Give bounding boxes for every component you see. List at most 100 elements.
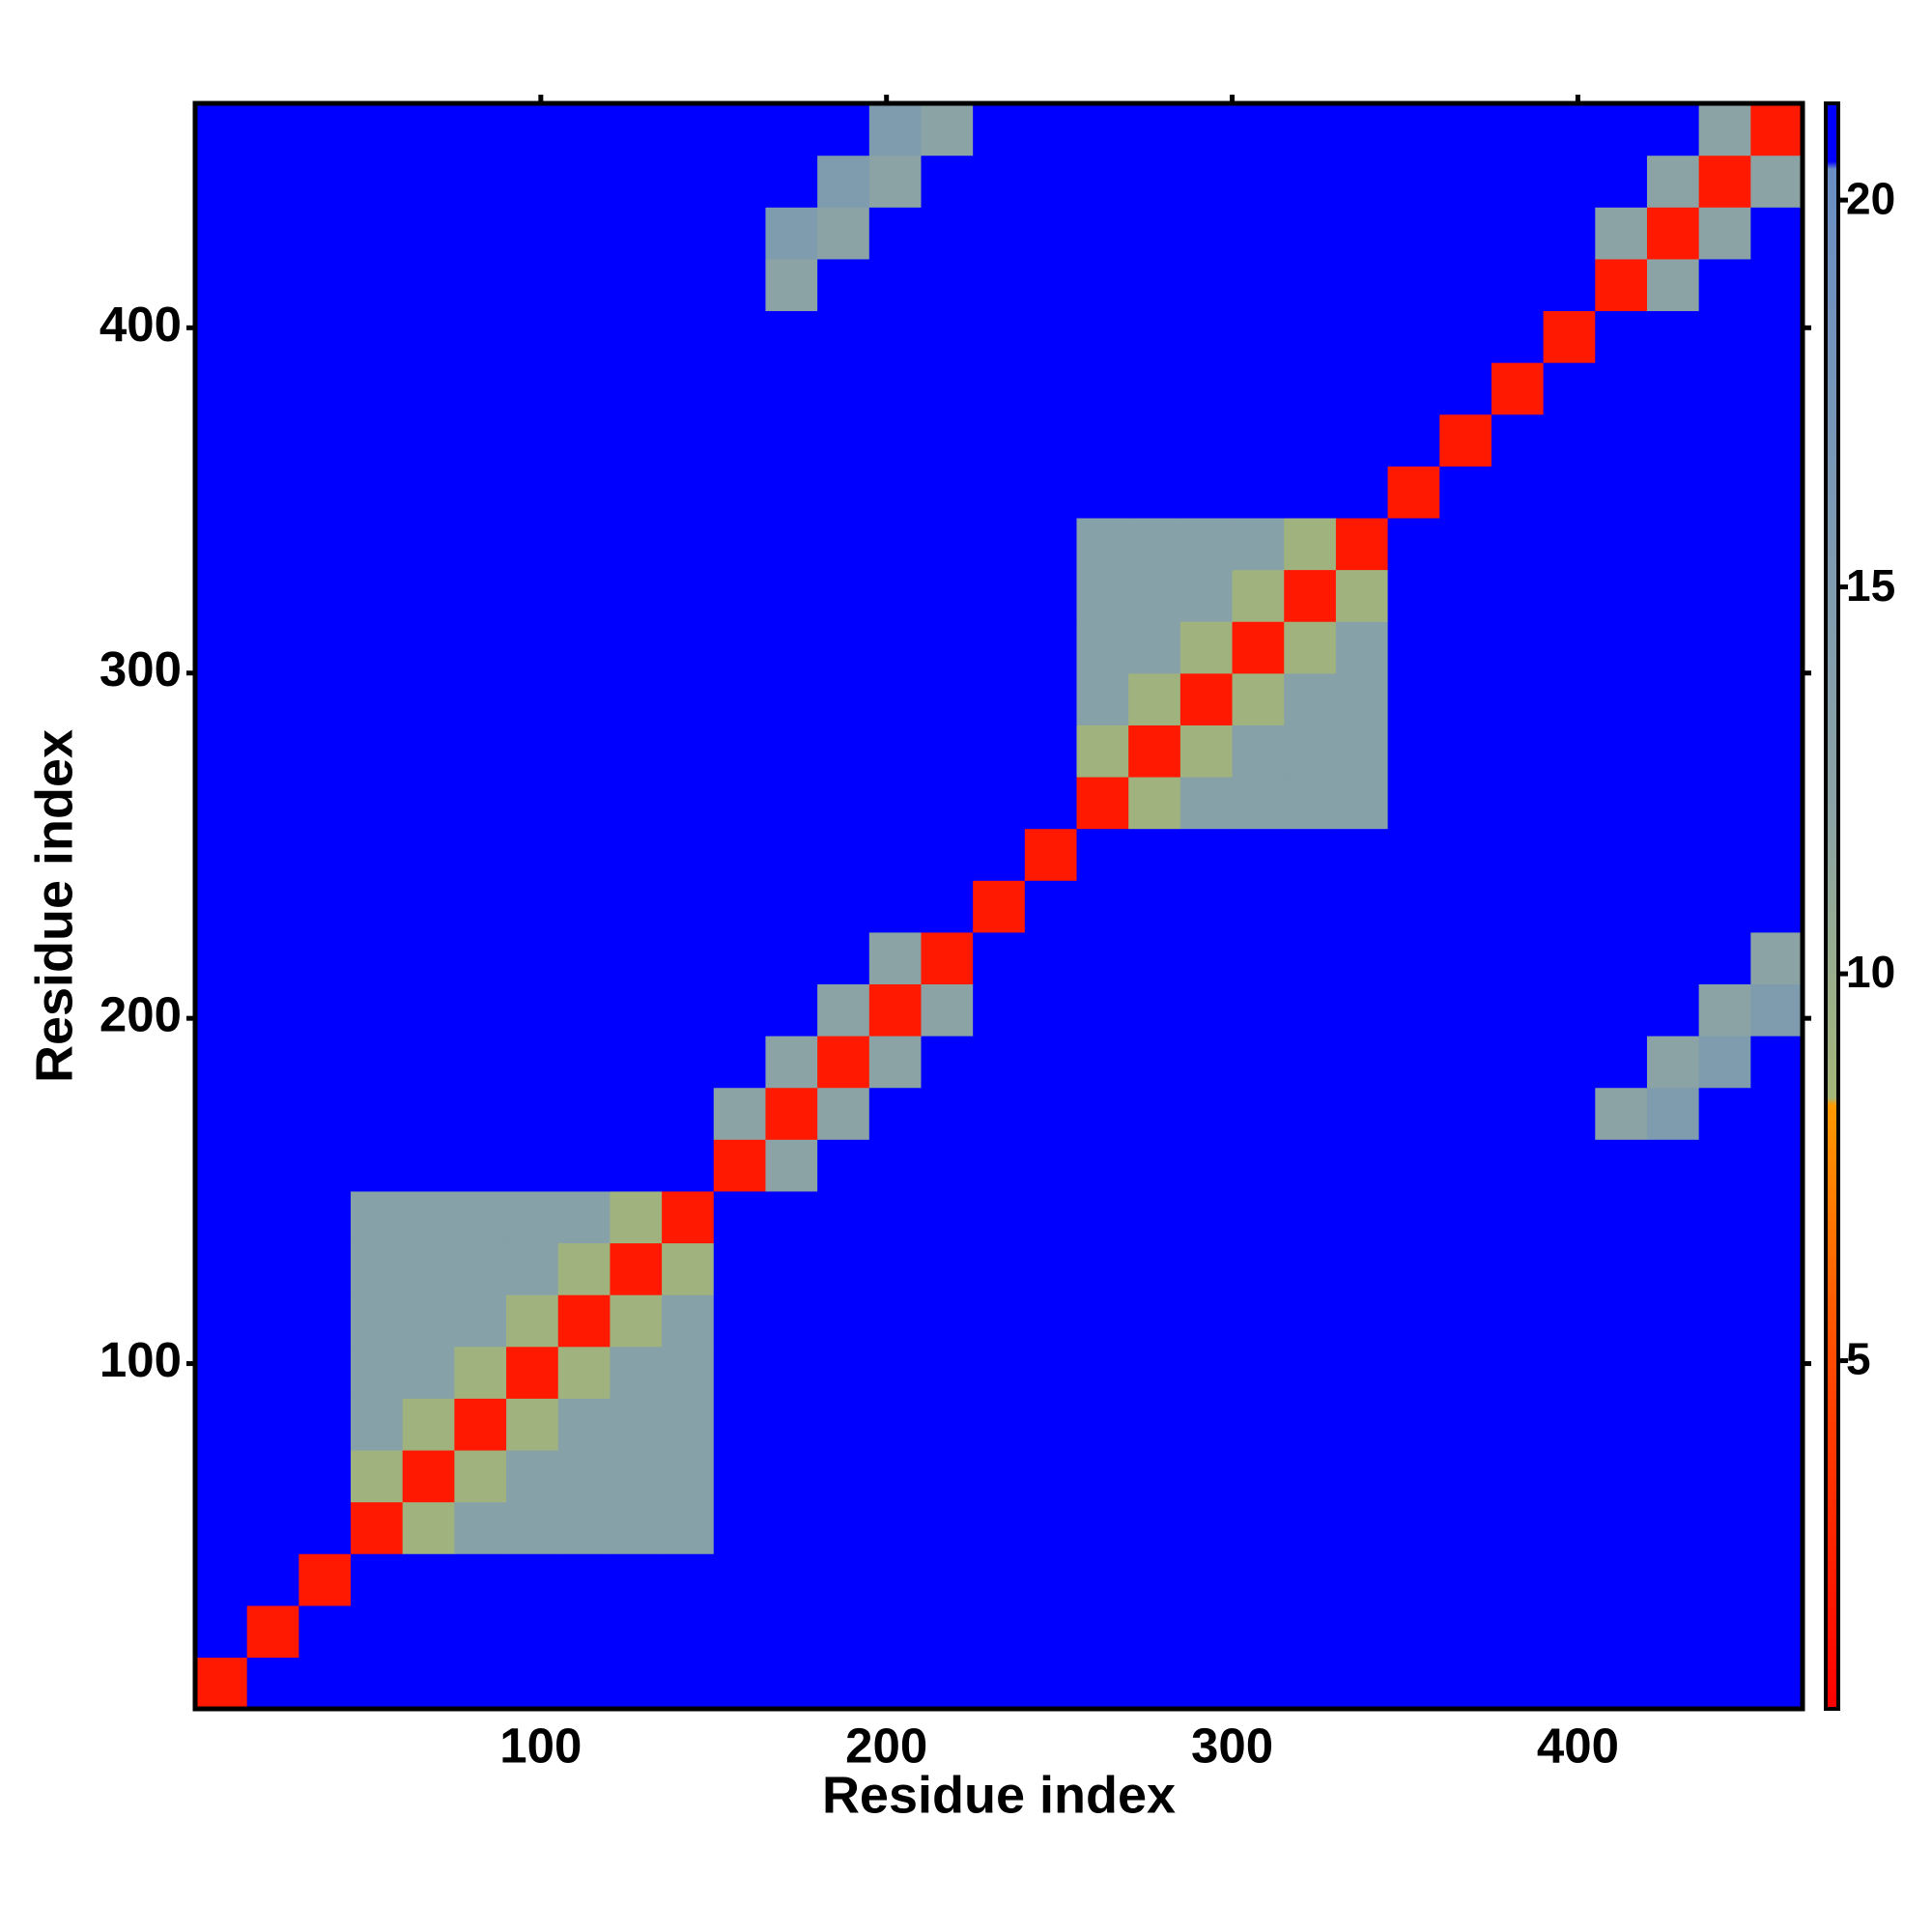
heatmap-cell	[1128, 776, 1181, 830]
heatmap-cell	[506, 1346, 559, 1399]
heatmap-cell	[195, 776, 248, 830]
heatmap-cell	[195, 1398, 248, 1451]
heatmap-cell	[817, 258, 870, 312]
heatmap-cell	[1491, 1190, 1545, 1244]
heatmap-cell	[1491, 1139, 1545, 1192]
heatmap-cell	[868, 1501, 923, 1554]
heatmap-cell	[1387, 1087, 1440, 1140]
heatmap-cell	[1698, 1657, 1751, 1710]
heatmap-cell	[973, 1139, 1026, 1192]
heatmap-cell	[246, 1501, 299, 1554]
heatmap-cell	[1387, 1657, 1440, 1710]
heatmap-cell	[506, 724, 559, 778]
heatmap-cell	[454, 931, 507, 985]
heatmap-cell	[973, 362, 1026, 415]
heatmap-cell	[868, 258, 923, 312]
heatmap-cell	[1543, 672, 1596, 725]
heatmap-cell	[1750, 310, 1804, 363]
heatmap-cell	[557, 1139, 611, 1192]
heatmap-cell	[1076, 776, 1129, 830]
heatmap-cell	[1543, 828, 1596, 881]
heatmap-cell	[1232, 310, 1285, 363]
heatmap-cell	[402, 672, 455, 725]
heatmap-cell	[713, 1242, 767, 1295]
heatmap-cell	[298, 1242, 352, 1295]
heatmap-cell	[1024, 1657, 1078, 1710]
heatmap-cell	[246, 258, 299, 312]
heatmap-cell	[1543, 1242, 1596, 1295]
heatmap-cell	[662, 103, 715, 156]
heatmap-cell	[402, 931, 455, 985]
heatmap-cell	[1439, 1605, 1492, 1658]
heatmap-cell	[1284, 155, 1337, 208]
heatmap-cell	[765, 466, 818, 519]
heatmap-cell	[1335, 621, 1389, 674]
heatmap-cell	[1491, 155, 1545, 208]
heatmap-cell	[765, 880, 818, 933]
heatmap-cell	[1076, 155, 1129, 208]
heatmap-cell	[868, 466, 923, 519]
heatmap-cell	[1595, 1449, 1648, 1503]
heatmap-cell	[1284, 828, 1337, 881]
heatmap-cell	[402, 310, 455, 363]
heatmap-cell	[713, 672, 767, 725]
heatmap-cell	[868, 776, 923, 830]
heatmap-cell	[1024, 310, 1078, 363]
heatmap-cell	[298, 1501, 352, 1554]
heatmap-cell	[1439, 155, 1492, 208]
heatmap-cell	[1024, 828, 1078, 881]
heatmap-cell	[921, 1036, 974, 1089]
heatmap-cell	[351, 517, 404, 571]
heatmap-cell	[402, 413, 455, 467]
heatmap-cell	[1179, 1139, 1234, 1192]
heatmap-cell	[1335, 672, 1389, 725]
heatmap-cell	[921, 1190, 974, 1244]
heatmap-cell	[298, 880, 352, 933]
heatmap-cell	[921, 1501, 974, 1554]
heatmap-cell	[817, 103, 870, 156]
heatmap-cell	[973, 466, 1026, 519]
heatmap-cell	[1439, 362, 1492, 415]
heatmap-cell	[195, 1449, 248, 1503]
heatmap-cell	[1232, 1605, 1285, 1658]
heatmap-cell	[1595, 1398, 1648, 1451]
heatmap-cell	[402, 776, 455, 830]
heatmap-cell	[1439, 724, 1492, 778]
heatmap-cell	[610, 362, 663, 415]
heatmap-cell	[1698, 1139, 1751, 1192]
heatmap-cell	[713, 1501, 767, 1554]
heatmap-cell	[1698, 258, 1751, 312]
heatmap-cell	[246, 103, 299, 156]
heatmap-cell	[1076, 207, 1129, 260]
heatmap-cell	[351, 1087, 404, 1140]
heatmap-cell	[868, 1346, 923, 1399]
heatmap-cell	[402, 1087, 455, 1140]
heatmap-cell	[662, 517, 715, 571]
heatmap-cell	[454, 621, 507, 674]
heatmap-cell	[1595, 155, 1648, 208]
x-tick-label: 100	[499, 1718, 582, 1773]
heatmap-cell	[662, 880, 715, 933]
heatmap-cell	[1750, 517, 1804, 571]
heatmap-cell	[351, 931, 404, 985]
heatmap-cell	[765, 621, 818, 674]
heatmap-cell	[557, 621, 611, 674]
heatmap-cell	[817, 1553, 870, 1606]
heatmap-cell	[1232, 1190, 1285, 1244]
heatmap-cell	[1646, 207, 1700, 260]
heatmap-cell	[557, 1036, 611, 1089]
heatmap-cell	[1128, 362, 1181, 415]
heatmap-cell	[1387, 1294, 1440, 1348]
heatmap-cell	[1284, 207, 1337, 260]
heatmap-cell	[1128, 828, 1181, 881]
heatmap-cell	[1491, 1346, 1545, 1399]
heatmap-cell	[662, 310, 715, 363]
heatmap-cell	[713, 828, 767, 881]
heatmap-cell	[610, 983, 663, 1037]
heatmap-cell	[765, 1139, 818, 1192]
heatmap-cell	[1595, 1139, 1648, 1192]
heatmap-cell	[1543, 362, 1596, 415]
heatmap-cell	[765, 1242, 818, 1295]
heatmap-cell	[402, 1449, 455, 1503]
